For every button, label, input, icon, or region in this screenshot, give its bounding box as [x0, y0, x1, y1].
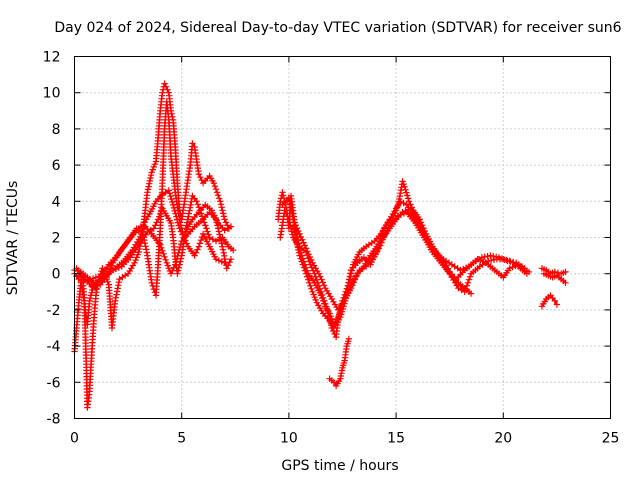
y-tick-label: -6 — [47, 375, 61, 391]
y-tick-label: 0 — [52, 267, 61, 283]
x-tick-label: 10 — [280, 431, 298, 447]
series-track-10 — [326, 335, 353, 390]
x-tick-label: 0 — [70, 431, 79, 447]
y-tick-label: 2 — [52, 231, 61, 247]
series-markers — [540, 270, 569, 286]
series-layer — [71, 80, 569, 411]
series-markers — [290, 209, 475, 332]
chart-title: Day 024 of 2024, Sidereal Day-to-day VTE… — [54, 20, 621, 36]
y-tick-label: 8 — [52, 122, 61, 138]
y-tick-label: 6 — [52, 158, 61, 174]
x-tick-label: 25 — [602, 431, 620, 447]
x-tick-labels: 0 5 10 15 20 25 — [70, 431, 619, 447]
series-markers — [73, 187, 235, 290]
x-tick-label: 20 — [494, 431, 512, 447]
x-tick-label: 15 — [387, 431, 405, 447]
series-track-12 — [538, 292, 561, 310]
y-tick-label: -4 — [47, 339, 61, 355]
series-track-9 — [290, 209, 475, 332]
y-tick-label: 10 — [43, 86, 61, 102]
y-tick-label: -8 — [47, 412, 61, 428]
series-markers — [538, 292, 561, 310]
y-tick-label: 12 — [43, 50, 61, 66]
series-trace — [73, 82, 230, 409]
series-markers — [326, 335, 353, 390]
series-trace — [277, 180, 528, 338]
y-tick-label: -2 — [47, 303, 61, 319]
x-tick-label: 5 — [177, 431, 186, 447]
series-track-4 — [73, 187, 235, 290]
y-tick-label: 4 — [52, 194, 61, 210]
ticks — [74, 56, 611, 419]
y-tick-labels: -8 -6 -4 -2 0 2 4 6 8 10 12 — [43, 50, 61, 428]
x-axis-label: GPS time / hours — [281, 458, 398, 474]
series-track-5 — [75, 209, 235, 285]
series-markers — [75, 209, 235, 285]
series-track-13 — [540, 270, 569, 286]
y-axis-label: SDTVAR / TECUs — [5, 181, 21, 296]
